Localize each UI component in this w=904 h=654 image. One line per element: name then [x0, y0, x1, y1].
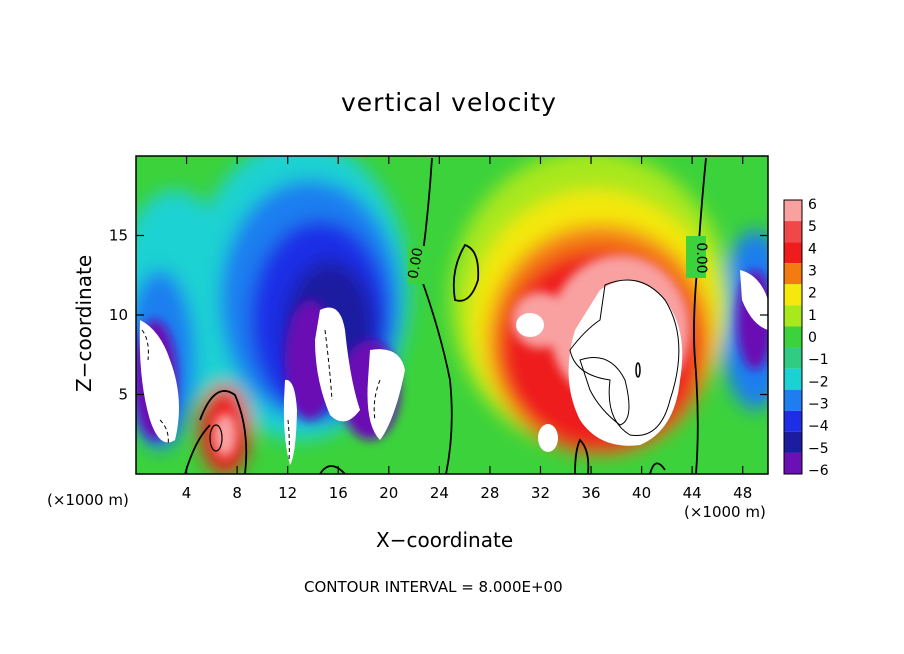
colorbar-level-label: −1: [808, 352, 829, 368]
x-tick-label: 48: [733, 484, 752, 502]
colorbar-swatch: [784, 242, 802, 264]
colorbar-swatch: [784, 347, 802, 369]
x-tick-label: 16: [329, 484, 348, 502]
x-axis-ticks: 4 8 12 16 20 24 28 32 36 40 44 48: [182, 156, 752, 502]
x-tick-label: 8: [232, 484, 242, 502]
x-tick-label: 36: [581, 484, 600, 502]
contour-label-left: 0.00: [405, 247, 426, 280]
x-tick-label: 20: [379, 484, 398, 502]
colorbar-level-label: −4: [808, 419, 829, 435]
colorbar-swatch: [784, 326, 802, 348]
x-unit-left: (×1000 m): [47, 491, 129, 509]
x-tick-label: 28: [480, 484, 499, 502]
x-axis-title: X−coordinate: [376, 528, 514, 552]
chart-title: vertical velocity: [341, 88, 557, 117]
colorbar-level-label: 2: [808, 286, 817, 302]
colorbar-swatch: [784, 389, 802, 411]
colorbar-level-label: 1: [808, 308, 817, 324]
colorbar-level-label: −6: [808, 463, 829, 479]
colorbar-swatch: [784, 368, 802, 390]
x-tick-label: 12: [278, 484, 297, 502]
colorbar-level-label: −2: [808, 374, 829, 390]
colorbar-level-label: 5: [808, 219, 817, 235]
colorbar-level-label: −5: [808, 441, 829, 457]
velocity-field: [136, 156, 768, 474]
y-tick-label: 10: [109, 306, 128, 324]
colorbar-swatch: [784, 305, 802, 327]
y-axis-ticks: 5 10 15: [109, 227, 768, 404]
x-tick-label: 32: [531, 484, 550, 502]
colorbar-level-label: 3: [808, 264, 817, 280]
colorbar-swatch: [784, 452, 802, 474]
x-tick-label: 24: [430, 484, 449, 502]
colorbar-swatch: [784, 200, 802, 222]
colorbar-swatch: [784, 284, 802, 306]
x-tick-label: 44: [683, 484, 702, 502]
colorbar-swatch: [784, 263, 802, 285]
colorbar-level-label: 4: [808, 241, 817, 257]
y-tick-label: 5: [118, 386, 128, 404]
x-unit-right: (×1000 m): [684, 503, 766, 521]
colorbar-swatch: [784, 221, 802, 243]
contour-interval-text: CONTOUR INTERVAL = 8.000E+00: [304, 578, 563, 596]
colorbar-frame: [783, 199, 803, 475]
colorbar-swatch: [784, 410, 802, 432]
contour-label-right: 0.00: [693, 242, 709, 273]
y-axis-title: Z−coordinate: [72, 254, 96, 392]
colorbar-level-label: −3: [808, 397, 829, 413]
colorbar-level-label: 0: [808, 330, 817, 346]
colorbar-level-label: 6: [808, 197, 817, 213]
colorbar-swatch: [784, 431, 802, 453]
colorbar: 6 5 4 3 2 1 0 −1 −2 −3 −4 −5 −6: [783, 197, 829, 479]
x-tick-label: 4: [182, 484, 192, 502]
y-tick-label: 15: [109, 227, 128, 245]
x-tick-label: 40: [632, 484, 651, 502]
